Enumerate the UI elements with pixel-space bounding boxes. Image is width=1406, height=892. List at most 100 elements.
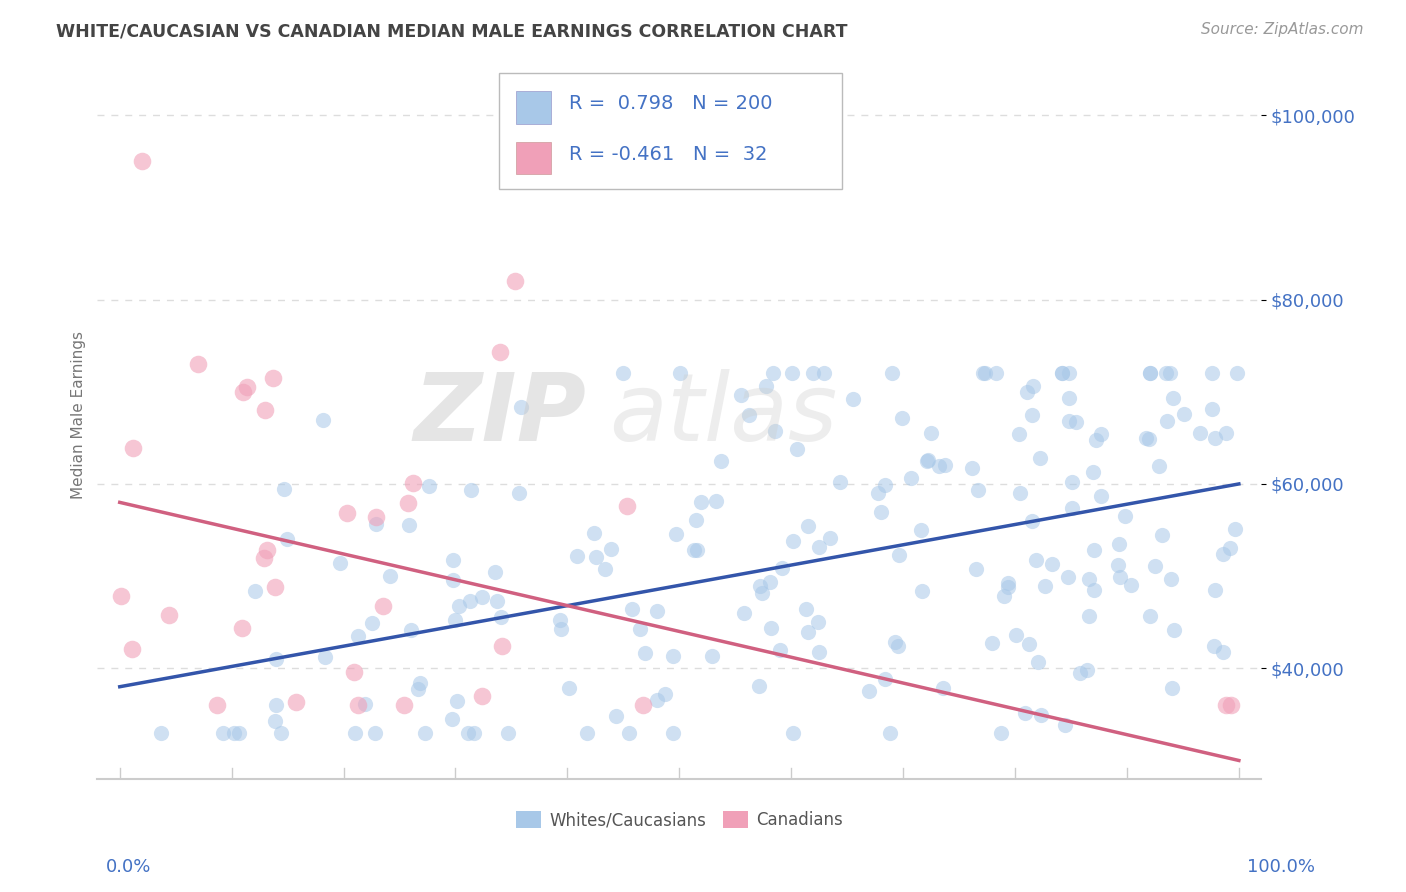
Point <box>157 608 180 623</box>
Point <box>398 517 420 532</box>
Y-axis label: Median Male Earnings: Median Male Earnings <box>72 331 86 499</box>
Point <box>605 709 627 723</box>
Point <box>256 543 278 558</box>
Point <box>1057 391 1080 405</box>
Text: ZIP: ZIP <box>413 368 586 461</box>
Point <box>1160 572 1182 586</box>
Point <box>585 550 607 565</box>
Point <box>1139 609 1161 624</box>
Point <box>891 410 914 425</box>
Point <box>1056 570 1078 584</box>
Point <box>413 726 436 740</box>
Point <box>253 551 276 566</box>
Point <box>491 640 513 654</box>
Point <box>505 274 527 288</box>
Point <box>378 569 401 583</box>
FancyBboxPatch shape <box>516 91 551 123</box>
Point <box>1135 431 1157 445</box>
Point <box>870 505 893 519</box>
Point <box>647 603 669 617</box>
Point <box>981 636 1004 650</box>
Point <box>1018 637 1040 651</box>
Point <box>669 367 692 381</box>
Point <box>873 672 896 686</box>
Point <box>471 590 494 604</box>
Point <box>887 639 910 653</box>
Point <box>1108 569 1130 583</box>
Point <box>264 580 287 594</box>
Text: 0.0%: 0.0% <box>105 858 150 876</box>
Point <box>730 387 752 401</box>
Point <box>1040 557 1063 571</box>
Point <box>1143 558 1166 573</box>
Point <box>631 698 654 713</box>
Point <box>232 384 254 399</box>
Point <box>1062 500 1084 515</box>
Text: Source: ZipAtlas.com: Source: ZipAtlas.com <box>1201 22 1364 37</box>
Point <box>842 392 865 407</box>
Point <box>471 690 494 704</box>
Point <box>973 367 995 381</box>
Point <box>1021 514 1043 528</box>
Point <box>1204 582 1226 597</box>
Point <box>485 594 508 608</box>
Point <box>347 698 370 713</box>
Point <box>1156 414 1178 428</box>
Point <box>270 726 292 740</box>
Point <box>932 681 955 695</box>
Point <box>599 541 621 556</box>
Point <box>1212 547 1234 561</box>
Point <box>1137 432 1160 446</box>
Point <box>1029 451 1052 466</box>
Point <box>1029 708 1052 723</box>
Point <box>662 648 685 663</box>
Point <box>858 684 880 698</box>
Point <box>808 645 831 659</box>
Point <box>343 665 366 679</box>
Point <box>595 562 617 576</box>
Point <box>934 458 956 472</box>
Point <box>1054 717 1077 731</box>
Point <box>686 542 709 557</box>
Point <box>797 625 820 640</box>
Point <box>264 714 287 729</box>
Point <box>1060 475 1083 489</box>
Point <box>1215 698 1237 713</box>
Point <box>401 476 423 491</box>
Point <box>628 622 651 636</box>
Point <box>1139 367 1161 381</box>
Point <box>1083 583 1105 598</box>
Point <box>1014 706 1036 721</box>
Point <box>1090 489 1112 503</box>
Point <box>396 495 419 509</box>
Point <box>364 517 387 532</box>
Point <box>406 681 429 696</box>
Point <box>284 695 307 709</box>
Point <box>228 726 250 740</box>
Point <box>634 646 657 660</box>
Point <box>1077 572 1099 586</box>
Point <box>1152 527 1174 541</box>
Point <box>1083 466 1105 480</box>
Point <box>264 698 287 712</box>
Point <box>616 499 638 513</box>
Point <box>329 557 352 571</box>
Point <box>254 403 277 417</box>
Point <box>965 562 987 576</box>
Point <box>1212 645 1234 659</box>
Point <box>548 613 571 627</box>
Text: 100.0%: 100.0% <box>1247 858 1315 876</box>
Point <box>1201 367 1223 381</box>
Point <box>558 681 581 696</box>
Point <box>782 534 804 549</box>
Point <box>617 726 640 740</box>
Point <box>1215 425 1237 440</box>
Point <box>748 679 770 693</box>
Point <box>498 726 520 740</box>
Point <box>314 649 336 664</box>
Point <box>1201 402 1223 417</box>
Point <box>889 549 911 563</box>
Point <box>807 615 830 630</box>
Point <box>363 726 385 740</box>
Point <box>110 589 132 603</box>
